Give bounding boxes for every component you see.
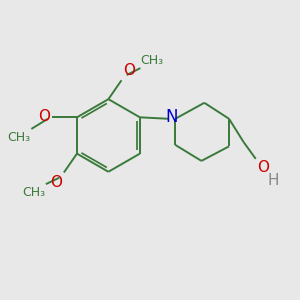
Text: CH₃: CH₃: [140, 54, 164, 67]
Text: O: O: [50, 175, 62, 190]
Text: O: O: [123, 63, 135, 78]
Text: N: N: [166, 108, 178, 126]
Text: CH₃: CH₃: [7, 131, 30, 144]
Text: CH₃: CH₃: [22, 186, 45, 199]
Text: O: O: [257, 160, 269, 175]
Text: O: O: [38, 109, 50, 124]
Text: H: H: [267, 173, 279, 188]
